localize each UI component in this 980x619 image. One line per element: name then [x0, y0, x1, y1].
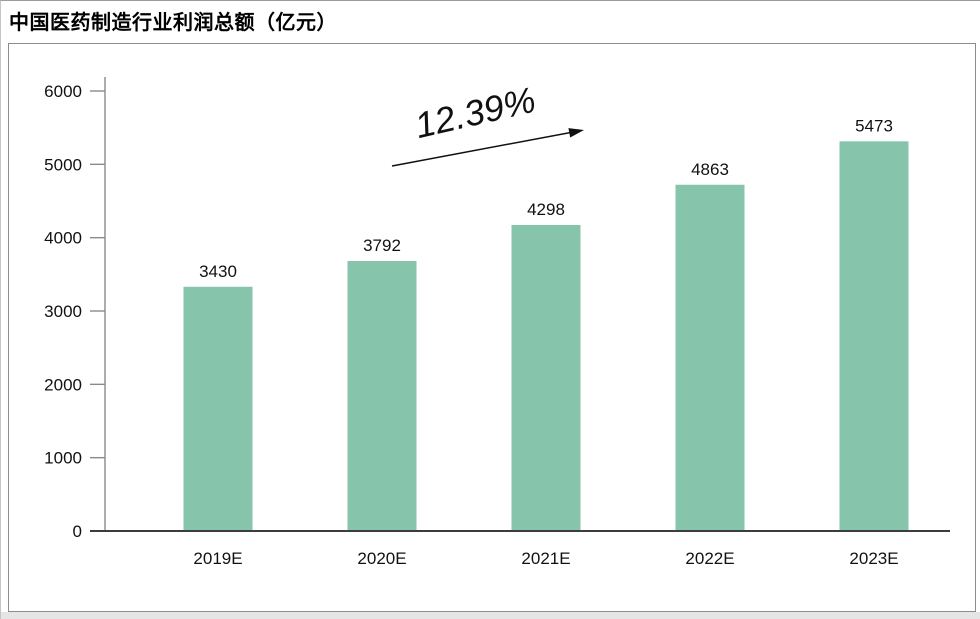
growth-arrow-line: [391, 131, 571, 167]
y-axis-label: 6000: [44, 82, 82, 101]
x-axis-label: 2020E: [357, 549, 406, 568]
bar: [675, 184, 745, 531]
chart-panel: 0 1000 2000 3000 4000 5000 6000 3430 2019E 3792 20…: [8, 43, 976, 612]
bar: [183, 286, 253, 531]
x-axis-label: 2022E: [685, 549, 734, 568]
bar-value-label: 3792: [363, 236, 401, 255]
x-axis-label: 2023E: [849, 549, 898, 568]
growth-rate-annotation: 12.39%: [411, 79, 539, 146]
bar: [511, 224, 581, 531]
bar: [347, 261, 417, 531]
x-axis-label: 2021E: [521, 549, 570, 568]
bar-value-label: 4863: [691, 160, 729, 179]
y-axis-label: 5000: [44, 155, 82, 174]
y-axis-label: 0: [73, 522, 82, 541]
y-axis-label: 1000: [44, 449, 82, 468]
growth-arrow-head: [568, 128, 584, 138]
bar-chart-svg: 0 1000 2000 3000 4000 5000 6000 3430 2019E 3792 20…: [44, 77, 950, 568]
bottom-edge-strip: [1, 612, 980, 619]
page-title: 中国医药制造行业利润总额（亿元）: [9, 12, 337, 34]
y-axis-label: 2000: [44, 375, 82, 394]
bar-value-label: 5473: [855, 116, 893, 135]
bar: [839, 141, 909, 532]
y-axis-label: 3000: [44, 302, 82, 321]
y-axis-label: 4000: [44, 229, 82, 248]
bar-value-label: 4298: [527, 200, 565, 219]
x-axis-label: 2019E: [193, 549, 242, 568]
bar-value-label: 3430: [199, 262, 237, 281]
